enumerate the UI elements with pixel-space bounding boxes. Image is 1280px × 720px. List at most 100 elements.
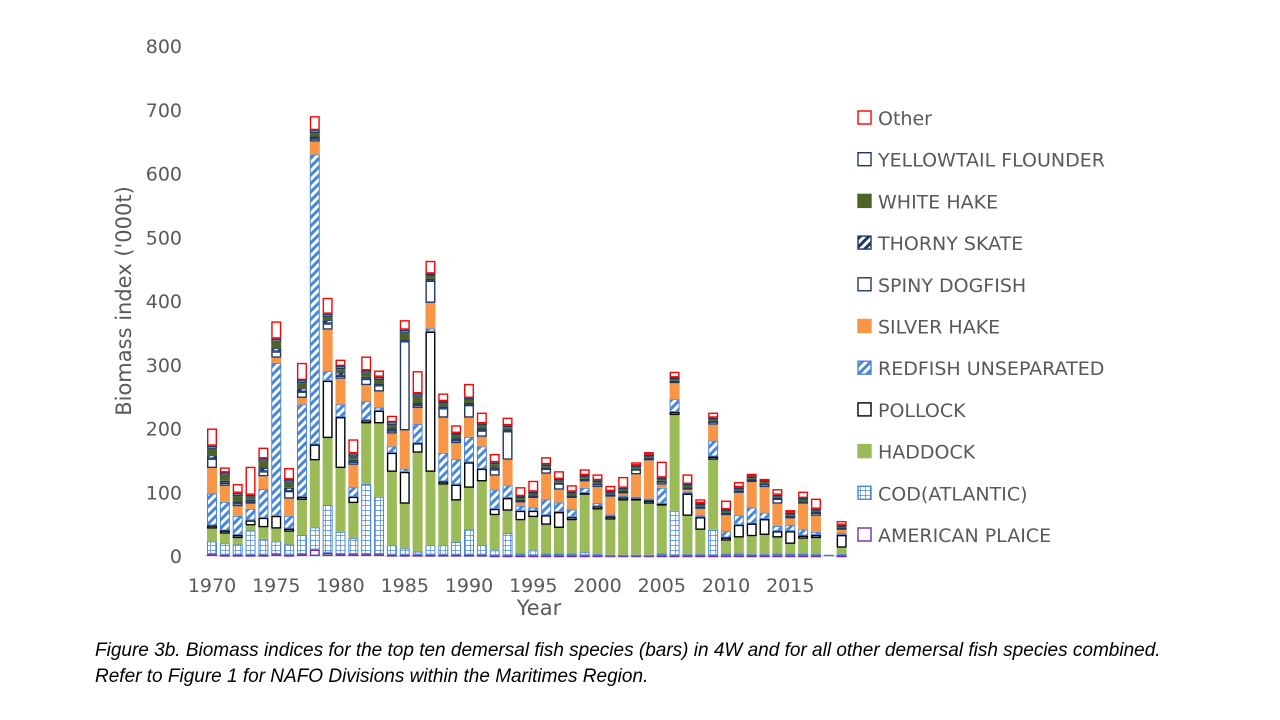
bar-segment: [361, 423, 372, 484]
bar-segment: [579, 478, 590, 481]
bar-segment: [386, 422, 397, 426]
bar-segment: [489, 515, 500, 551]
bar-segment: [322, 313, 333, 317]
bar-segment: [258, 458, 269, 462]
bar-segment: [219, 554, 230, 557]
bar-segment: [399, 329, 410, 333]
bar-segment: [335, 531, 346, 555]
bar-segment: [669, 383, 680, 400]
bar-segment: [733, 490, 744, 492]
bar-segment: [541, 464, 552, 467]
bar-segment: [425, 273, 436, 276]
bar-segment: [309, 136, 320, 139]
bar-segment: [541, 555, 552, 558]
bar-segment: [399, 548, 410, 555]
bar-segment: [207, 541, 217, 555]
bar-segment: [721, 509, 732, 512]
bar-segment: [605, 485, 616, 491]
bar-segment: [810, 508, 821, 511]
bar-segment: [566, 493, 577, 496]
bar-segment: [656, 553, 667, 556]
bar-segment: [759, 487, 770, 513]
bar-segment: [335, 554, 346, 556]
bar-segment: [399, 320, 410, 330]
bar-segment: [464, 404, 475, 418]
bar-segment: [438, 452, 449, 482]
bar-segment: [232, 506, 243, 516]
bar-segment: [772, 503, 783, 527]
bar-segment: [399, 468, 410, 472]
bar-segment: [618, 487, 629, 490]
bar-segment: [836, 527, 847, 529]
bar-segment: [656, 555, 667, 558]
bar-segment: [553, 483, 564, 490]
bar-segment: [476, 481, 487, 546]
bar-segment: [553, 482, 564, 485]
figure-caption: Figure 3b. Biomass indices for the top t…: [95, 640, 1161, 687]
bar-segment: [566, 520, 577, 554]
bar-segment: [528, 510, 539, 518]
bar-segment: [451, 459, 462, 485]
bar-segment: [284, 490, 295, 499]
bar-segment: [374, 380, 385, 384]
bar-segment: [708, 412, 719, 418]
bar-segment: [348, 496, 359, 504]
bar-segment: [798, 538, 809, 554]
bar-segment: [746, 478, 757, 480]
bar-segment: [335, 366, 346, 370]
bar-segment: [309, 141, 320, 155]
bar-segment: [451, 438, 462, 440]
bar-segment: [489, 462, 500, 465]
bar-segment: [785, 512, 796, 515]
bar-segment: [464, 487, 474, 530]
bar-segment: [746, 476, 757, 479]
bar-segment: [348, 554, 359, 556]
bar-segment: [451, 425, 462, 433]
bar-segment: [553, 553, 564, 556]
bar-segment: [592, 554, 603, 556]
bar-segment: [245, 530, 256, 555]
bar-segment: [643, 498, 654, 501]
bar-segment: [541, 473, 552, 500]
bar-segment: [553, 480, 564, 483]
bar-segment: [708, 440, 719, 457]
bar-segment: [476, 545, 487, 555]
bar-segment: [258, 468, 269, 472]
bar-segment: [425, 302, 436, 329]
bar-segment: [412, 393, 423, 397]
bar-segment: [682, 493, 693, 516]
bar-segment: [733, 482, 744, 488]
bar-segment: [682, 515, 693, 555]
y-axis-title: Biomass index ('000t): [112, 186, 136, 416]
bar-segment: [708, 459, 719, 530]
bar-segment: [798, 491, 809, 498]
bar-segment: [656, 487, 667, 504]
bar-segment: [361, 356, 372, 371]
bar-segment: [386, 433, 397, 447]
bar-segment: [643, 456, 654, 458]
bar-segment: [746, 473, 757, 477]
bar-segment: [553, 478, 564, 481]
bar-segment: [386, 554, 397, 557]
bar-segment: [515, 497, 526, 500]
bar-segment: [386, 545, 397, 555]
bar-segment: [412, 551, 423, 555]
bar-segment: [733, 537, 744, 554]
bar-segment: [284, 515, 295, 529]
bar-segment: [643, 503, 654, 555]
bar-segment: [438, 408, 449, 418]
bar-segment: [810, 555, 821, 558]
bar-segment: [361, 373, 372, 377]
bar-segment: [232, 538, 243, 545]
bar-segment: [219, 472, 230, 476]
bar-segment: [528, 550, 539, 556]
bar-stacks: [206, 116, 847, 558]
bar-segment: [219, 475, 230, 481]
bar-segment: [335, 404, 346, 418]
bar-segment: [682, 474, 693, 484]
bar-segment: [785, 524, 796, 532]
bar-segment: [258, 461, 269, 469]
bar-segment: [656, 461, 667, 478]
x-tick-label: 1970: [188, 575, 236, 597]
bar-segment: [656, 505, 667, 554]
